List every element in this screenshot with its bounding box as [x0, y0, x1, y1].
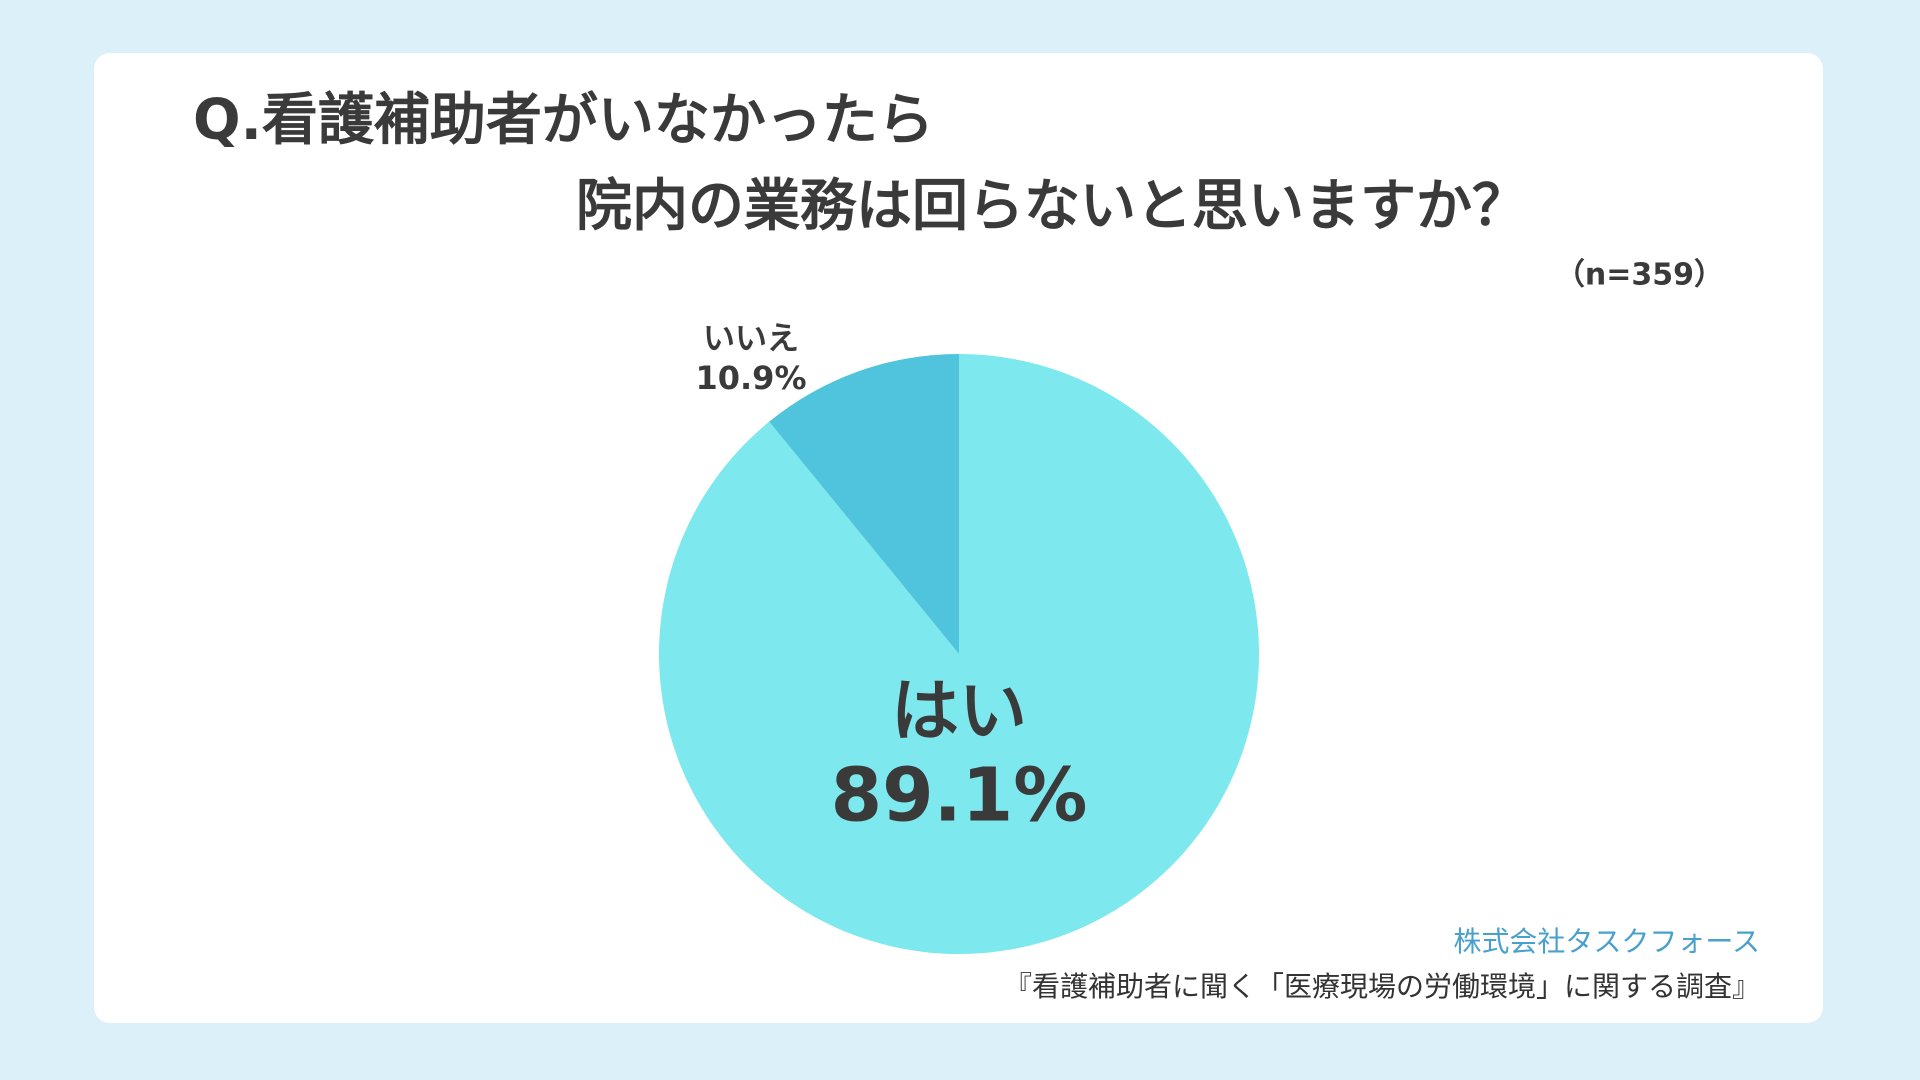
chart-title: Q.看護補助者がいなかったら	[193, 88, 934, 153]
annotation: 株式会社タスクフォース	[1453, 925, 1760, 958]
chart-title: 院内の業務は回らないと思いますか？	[576, 174, 1528, 239]
pie-slice	[769, 354, 959, 654]
slice-label: いいえ	[703, 319, 799, 357]
value-label: 89.1%	[831, 753, 1088, 839]
slice-label: はい	[891, 673, 1027, 752]
annotation: 『看護補助者に聞く「医療現場の労働環境」に関する調査』	[1004, 970, 1760, 1003]
chart-subtitle: （n=359）	[1555, 258, 1724, 293]
value-label: 10.9%	[695, 359, 806, 397]
